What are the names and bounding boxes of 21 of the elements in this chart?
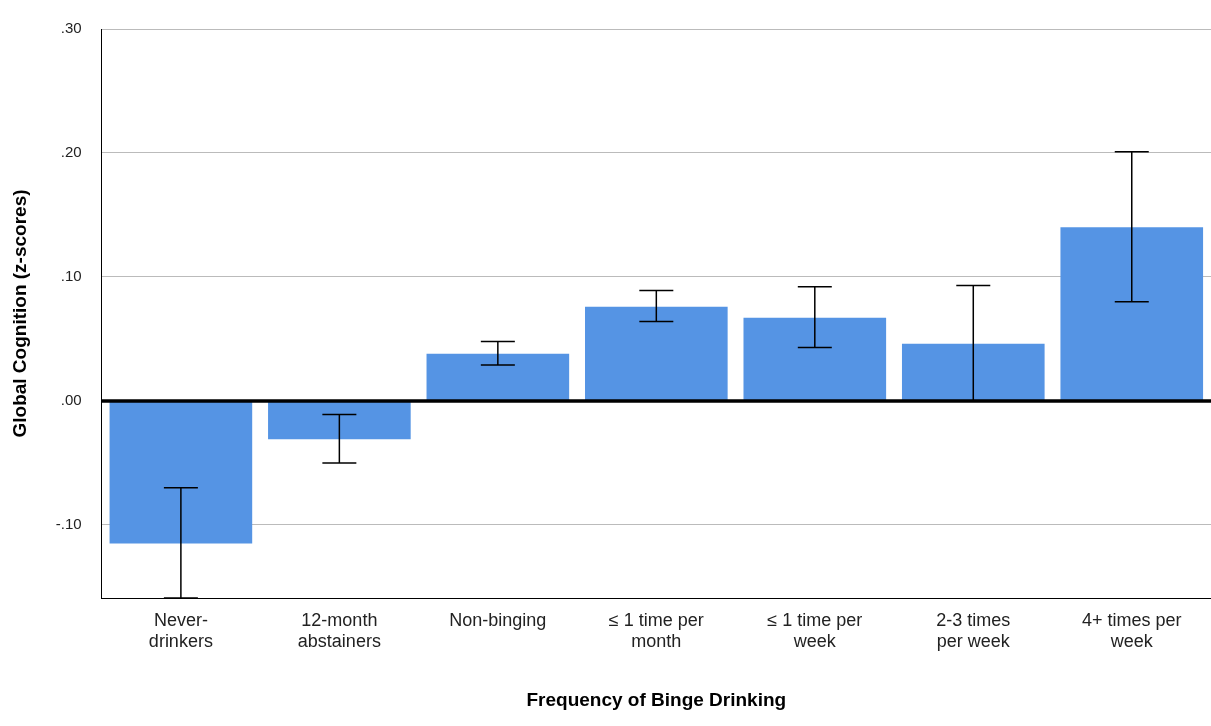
y-tick-label: .00 [60, 391, 82, 409]
x-tick-label: 2-3 times per week [936, 609, 1011, 652]
x-tick-label: ≤ 1 time per month [608, 609, 704, 652]
bar [585, 306, 728, 401]
y-tick-label: -.10 [55, 515, 82, 532]
x-tick-label: Never- drinkers [148, 609, 213, 652]
y-axis-title: Global Cognition (z-scores) [8, 189, 30, 438]
bar [426, 353, 570, 401]
x-tick-label: Non-binging [449, 609, 547, 630]
y-tick-label: .30 [60, 19, 82, 37]
bar [268, 401, 411, 440]
bar [109, 401, 253, 544]
x-tick-label: ≤ 1 time per week [767, 609, 863, 652]
x-tick-label: 4+ times per week [1081, 609, 1182, 652]
x-axis-title: Frequency of Binge Drinking [526, 688, 787, 710]
bar [1060, 227, 1204, 401]
x-tick-label: 12-month abstainers [297, 609, 381, 652]
y-tick-label: .20 [60, 143, 82, 161]
bar [743, 317, 887, 401]
bar [901, 343, 1045, 401]
y-tick-label: .10 [60, 267, 82, 285]
